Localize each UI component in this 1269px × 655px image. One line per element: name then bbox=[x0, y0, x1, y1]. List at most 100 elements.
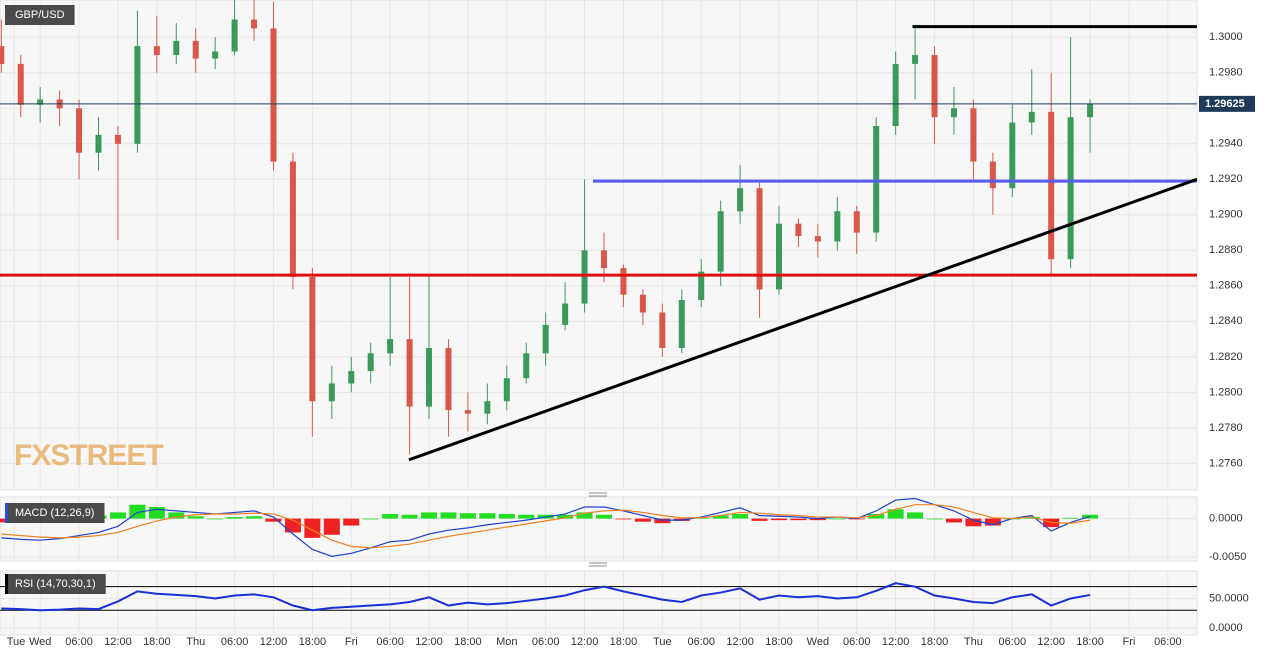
histogram-bar bbox=[829, 518, 846, 520]
histogram-bar bbox=[809, 518, 826, 521]
panel-title: GBP/USD bbox=[15, 9, 65, 21]
candle-body bbox=[737, 188, 744, 212]
histogram-bar bbox=[790, 518, 807, 521]
candle-body bbox=[678, 300, 685, 348]
histogram-bar bbox=[148, 507, 165, 519]
x-tick-label: 12:00 bbox=[104, 636, 132, 648]
histogram-bar bbox=[304, 518, 321, 538]
x-tick-label: 12:00 bbox=[726, 636, 754, 648]
candle-body bbox=[231, 19, 238, 52]
panel-background bbox=[0, 0, 1198, 491]
indicator-line bbox=[1, 582, 1091, 612]
histogram-bar bbox=[265, 518, 282, 522]
histogram-bar bbox=[362, 518, 379, 520]
histogram-bar bbox=[1023, 517, 1040, 519]
candle-body bbox=[639, 294, 646, 313]
x-tick-label: Mon bbox=[496, 636, 517, 648]
watermark: FXSTREET bbox=[14, 439, 163, 472]
histogram-bar bbox=[187, 516, 204, 519]
panel-title: RSI (14,70,30,1) bbox=[15, 578, 96, 590]
candle-body bbox=[328, 383, 335, 402]
y-tick-label: 1.2880 bbox=[1209, 244, 1243, 256]
x-tick-label: 12:00 bbox=[571, 636, 599, 648]
histogram-bar bbox=[401, 514, 418, 519]
histogram-bar bbox=[168, 512, 185, 519]
title-box bbox=[5, 5, 75, 25]
x-tick-label: Thu bbox=[186, 636, 205, 648]
panel-background bbox=[0, 570, 1198, 636]
y-tick-label: 1.2780 bbox=[1209, 422, 1243, 434]
candle-body bbox=[523, 353, 530, 379]
candle-body bbox=[795, 223, 802, 237]
title-accent bbox=[5, 503, 8, 523]
y-tick-label: 1.3000 bbox=[1209, 31, 1243, 43]
x-tick-label: 18:00 bbox=[143, 636, 171, 648]
x-tick-label: 06:00 bbox=[65, 636, 93, 648]
y-tick-label: 0.0000 bbox=[1209, 622, 1243, 634]
candle-body bbox=[542, 324, 549, 354]
x-tick-label: 18:00 bbox=[1076, 636, 1104, 648]
candle-body bbox=[989, 161, 996, 189]
y-tick-label: 1.2860 bbox=[1209, 280, 1243, 292]
histogram-bar bbox=[343, 518, 360, 526]
histogram-bar bbox=[576, 512, 593, 519]
x-tick-label: 12:00 bbox=[260, 636, 288, 648]
candle-body bbox=[426, 347, 433, 407]
back-layer: FXSTREET bbox=[0, 0, 1198, 636]
histogram-bar bbox=[479, 513, 496, 519]
candle-body bbox=[76, 108, 83, 153]
candle-body bbox=[717, 211, 724, 272]
histogram-bar bbox=[770, 518, 787, 521]
candle-body bbox=[348, 371, 355, 384]
overlay-layer: 1.2760 1.2780 1.2800 1.2820 1.2840 1.2860 1.28… bbox=[5, 5, 1255, 648]
x-tick-label: Wed bbox=[29, 636, 51, 648]
title-box bbox=[5, 503, 105, 523]
candle-body bbox=[0, 46, 5, 64]
histogram-bar bbox=[868, 513, 885, 519]
candle-body bbox=[445, 347, 452, 411]
candle-body bbox=[503, 378, 510, 402]
histogram-bar bbox=[634, 518, 651, 522]
candle-body bbox=[834, 211, 841, 242]
x-tick-label: 18:00 bbox=[454, 636, 482, 648]
candle-body bbox=[892, 63, 899, 127]
histogram-bar bbox=[907, 512, 924, 519]
histogram-bar bbox=[382, 513, 399, 519]
candle-body bbox=[1087, 103, 1094, 118]
candle-body bbox=[1067, 117, 1074, 260]
histogram-bar bbox=[615, 518, 632, 520]
candle-body bbox=[698, 271, 705, 301]
front-layer bbox=[0, 0, 1198, 612]
candle-body bbox=[153, 46, 160, 56]
candle-body bbox=[367, 353, 374, 372]
candle-body bbox=[192, 40, 199, 59]
histogram-bar bbox=[459, 513, 476, 519]
histogram-bar bbox=[751, 518, 768, 521]
histogram-bar bbox=[596, 514, 613, 519]
x-tick-label: 12:00 bbox=[1037, 636, 1065, 648]
candle-body bbox=[970, 108, 977, 162]
x-tick-label: Tue bbox=[7, 636, 26, 648]
candle-body bbox=[37, 99, 44, 105]
x-tick-label: 06:00 bbox=[999, 636, 1027, 648]
candle-body bbox=[1009, 122, 1016, 189]
histogram-bar bbox=[109, 512, 126, 519]
candle-body bbox=[1028, 111, 1035, 123]
histogram-bar bbox=[518, 514, 535, 519]
y-tick-label: 1.2920 bbox=[1209, 173, 1243, 185]
indicator-line bbox=[1, 497, 1091, 557]
candle-body bbox=[950, 108, 957, 118]
histogram-bar bbox=[498, 513, 515, 519]
x-tick-label: 06:00 bbox=[843, 636, 871, 648]
candle-body bbox=[17, 63, 24, 105]
histogram-bar bbox=[557, 514, 574, 519]
x-tick-label: Fri bbox=[345, 636, 358, 648]
x-tick-label: 06:00 bbox=[532, 636, 560, 648]
histogram-bar bbox=[421, 512, 438, 519]
candle-body bbox=[309, 276, 316, 402]
histogram-bar bbox=[207, 518, 224, 520]
y-tick-label: 1.2900 bbox=[1209, 209, 1243, 221]
x-tick-label: Thu bbox=[964, 636, 983, 648]
x-tick-label: 18:00 bbox=[610, 636, 638, 648]
x-tick-label: 06:00 bbox=[376, 636, 404, 648]
